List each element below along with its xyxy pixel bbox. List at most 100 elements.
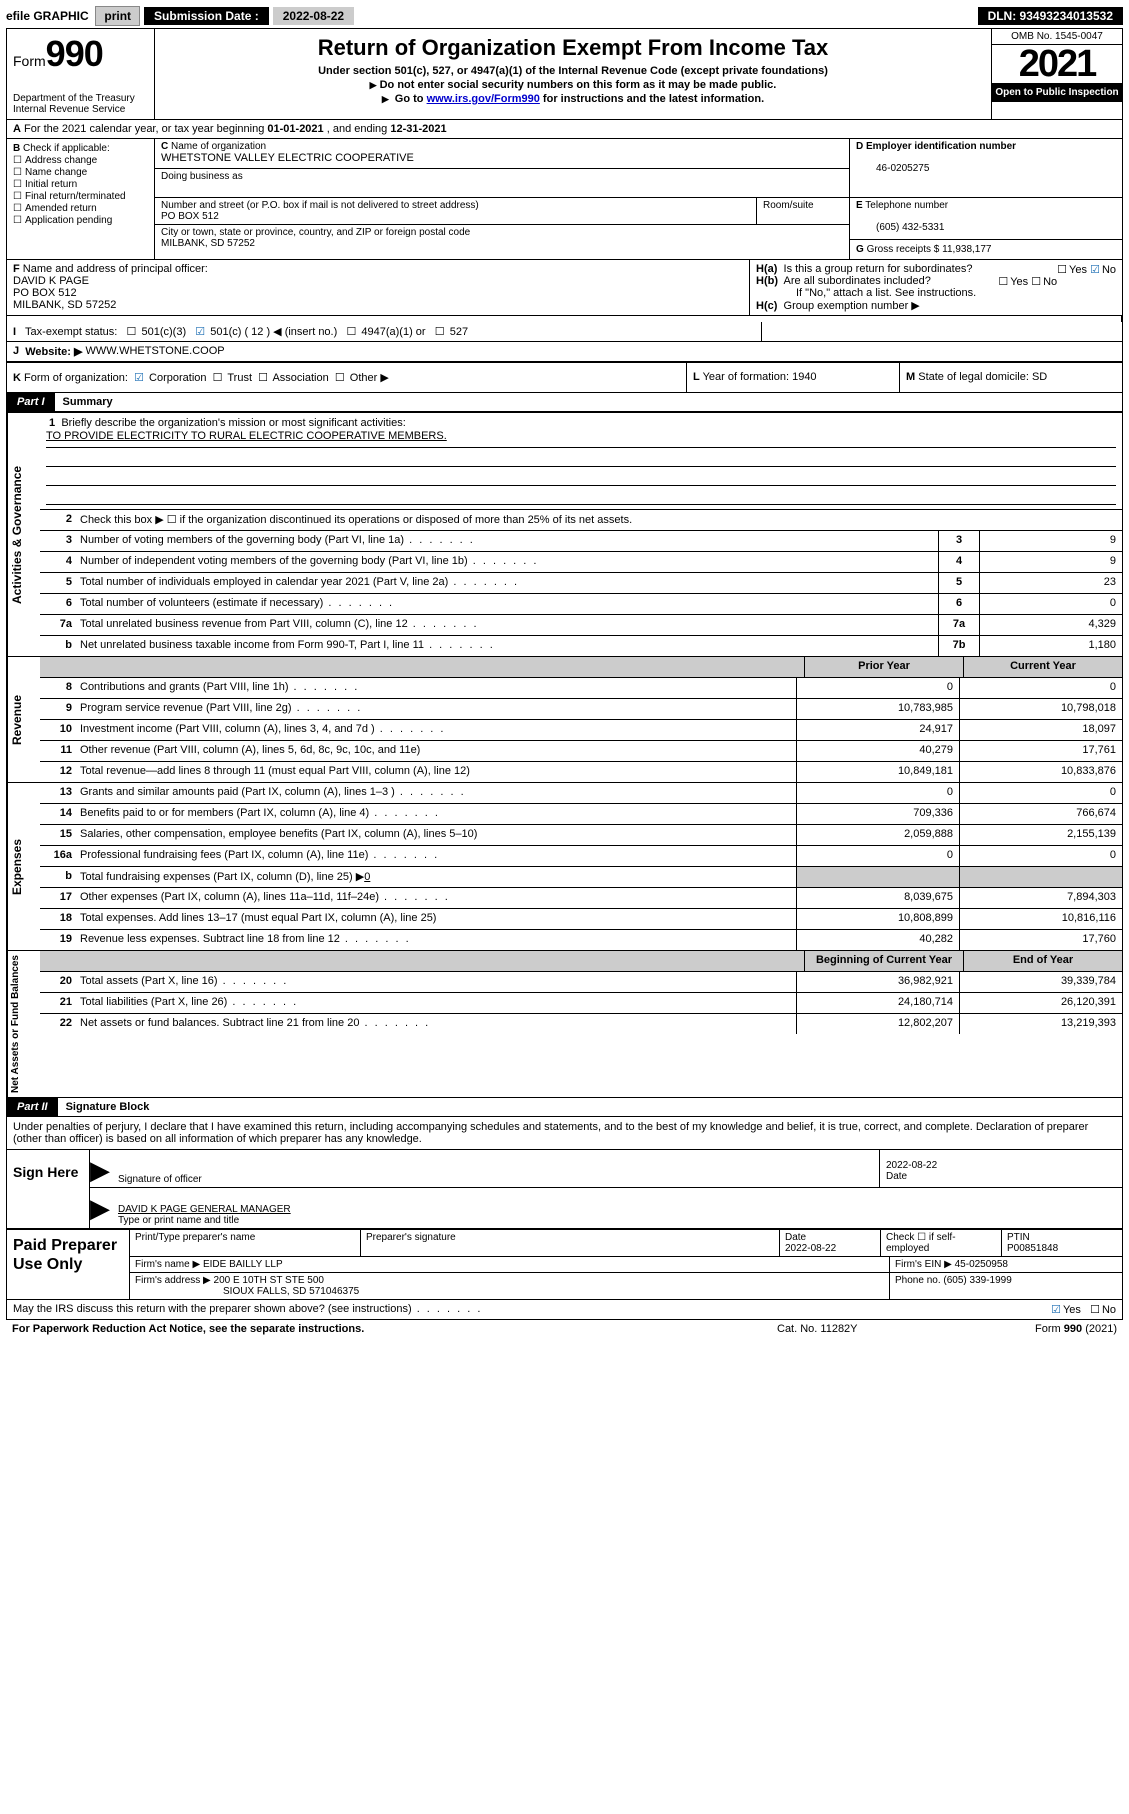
c14: 766,674 — [959, 804, 1122, 824]
street-value: PO BOX 512 — [161, 211, 219, 222]
line-12: Total revenue—add lines 8 through 11 (mu… — [76, 762, 796, 782]
form-org-label: Form of organization: — [24, 372, 128, 384]
period-end: 12-31-2021 — [390, 123, 446, 135]
room-suite: Room/suite — [757, 198, 849, 224]
discuss-yes[interactable] — [1051, 1304, 1063, 1316]
line-19: Revenue less expenses. Subtract line 18 … — [76, 930, 796, 950]
c12: 10,833,876 — [959, 762, 1122, 782]
chk-other[interactable] — [335, 372, 347, 384]
opt-trust: Trust — [227, 372, 252, 384]
section-b: B Check if applicable: Address change Na… — [7, 139, 155, 259]
chk-4947[interactable] — [346, 326, 358, 338]
chk-final-return[interactable]: Final return/terminated — [13, 191, 148, 202]
website-label: Website: ▶ — [25, 345, 82, 358]
chk-initial-return[interactable]: Initial return — [13, 179, 148, 190]
p21: 24,180,714 — [796, 993, 959, 1013]
p22: 12,802,207 — [796, 1014, 959, 1034]
p17: 8,039,675 — [796, 888, 959, 908]
line-7b: Net unrelated business taxable income fr… — [76, 636, 938, 656]
section-d: D Employer identification number 46-0205… — [850, 139, 1122, 197]
form-word: Form — [13, 53, 46, 69]
officer-city: MILBANK, SD 57252 — [13, 299, 116, 311]
phone-label-2: Phone no. — [895, 1275, 941, 1286]
officer-name-field: DAVID K PAGE GENERAL MANAGER Type or pri… — [114, 1188, 1122, 1228]
discuss-no[interactable] — [1090, 1304, 1102, 1316]
line-5: Total number of individuals employed in … — [76, 573, 938, 593]
chk-address-change[interactable]: Address change — [13, 155, 148, 166]
chk-527[interactable] — [435, 326, 447, 338]
val-7b: 1,180 — [979, 636, 1122, 656]
c21: 26,120,391 — [959, 993, 1122, 1013]
part-ii-tag: Part II — [7, 1098, 58, 1116]
vtab-revenue: Revenue — [10, 661, 24, 778]
net-assets-section: Net Assets or Fund Balances Beginning of… — [7, 950, 1122, 1097]
chk-name-change[interactable]: Name change — [13, 167, 148, 178]
line-14: Benefits paid to or for members (Part IX… — [76, 804, 796, 824]
subtitle-1: Under section 501(c), 527, or 4947(a)(1)… — [161, 65, 985, 77]
ha-no[interactable] — [1090, 264, 1102, 276]
line-22: Net assets or fund balances. Subtract li… — [76, 1014, 796, 1034]
firm-addr2: SIOUX FALLS, SD 571046375 — [135, 1286, 359, 1297]
chk-assoc[interactable] — [258, 372, 270, 384]
yes-text2: Yes — [1010, 276, 1028, 288]
prep-sig-hdr: Preparer's signature — [361, 1230, 780, 1256]
line-8: Contributions and grants (Part VIII, lin… — [76, 678, 796, 698]
opt-other: Other ▶ — [350, 372, 389, 384]
line-10: Investment income (Part VIII, column (A)… — [76, 720, 796, 740]
chk-amended-return[interactable]: Amended return — [13, 203, 148, 214]
line-16a: Professional fundraising fees (Part IX, … — [76, 846, 796, 866]
chk-501c[interactable] — [195, 326, 207, 338]
hb-yes[interactable] — [998, 276, 1010, 288]
c16b-grey — [959, 867, 1122, 887]
discuss-row: May the IRS discuss this return with the… — [7, 1299, 1122, 1319]
firm-name-row: Firm's name ▶ EIDE BAILLY LLP — [130, 1257, 890, 1272]
vtab-activities: Activities & Governance — [10, 417, 24, 652]
year-formation: 1940 — [792, 371, 816, 383]
prep-selfemp[interactable]: Check ☐ if self-employed — [881, 1230, 1002, 1256]
c13: 0 — [959, 783, 1122, 803]
yes-text: Yes — [1069, 264, 1087, 276]
p16b-grey — [796, 867, 959, 887]
firm-addr1: 200 E 10TH ST STE 500 — [214, 1275, 324, 1286]
tax-year: 2021 — [992, 45, 1122, 83]
officer-street: PO BOX 512 — [13, 287, 77, 299]
section-e-g: E Telephone number (605) 432-5331 G Gros… — [850, 198, 1122, 259]
chk-corp[interactable] — [134, 372, 146, 384]
firm-addr-label: Firm's address ▶ — [135, 1275, 211, 1286]
c15: 2,155,139 — [959, 825, 1122, 845]
chk-application-pending[interactable]: Application pending — [13, 215, 148, 226]
c8: 0 — [959, 678, 1122, 698]
officer-signature-field[interactable]: Signature of officer — [114, 1150, 879, 1187]
chk-trust[interactable] — [213, 372, 225, 384]
line-13: Grants and similar amounts paid (Part IX… — [76, 783, 796, 803]
line-18: Total expenses. Add lines 13–17 (must eq… — [76, 909, 796, 929]
submission-date-value: 2022-08-22 — [273, 7, 354, 25]
c16a: 0 — [959, 846, 1122, 866]
chk-501c3[interactable] — [127, 326, 139, 338]
state-domicile-label: State of legal domicile: — [918, 371, 1029, 383]
ha-yes[interactable] — [1057, 264, 1069, 276]
tax-exempt-label: Tax-exempt status: — [25, 326, 117, 338]
sig-date-field: 2022-08-22 Date — [879, 1150, 1122, 1187]
print-button[interactable]: print — [95, 6, 140, 26]
form-header: Form990 Department of the Treasury Inter… — [7, 29, 1122, 120]
c10: 18,097 — [959, 720, 1122, 740]
irs-link[interactable]: www.irs.gov/Form990 — [427, 93, 540, 105]
dba-label: Doing business as — [161, 171, 243, 182]
h-c: H(c) Group exemption number ▶ — [756, 299, 1116, 312]
p12: 10,849,181 — [796, 762, 959, 782]
firm-phone: (605) 339-1999 — [943, 1275, 1011, 1286]
sign-here-label: Sign Here — [7, 1150, 90, 1228]
hb-no[interactable] — [1031, 276, 1043, 288]
prep-date: Date2022-08-22 — [780, 1230, 881, 1256]
dln-label: DLN: 93493234013532 — [978, 7, 1123, 25]
street-cell: Number and street (or P.O. box if mail i… — [155, 198, 757, 224]
line-21: Total liabilities (Part X, line 26) — [76, 993, 796, 1013]
c22: 13,219,393 — [959, 1014, 1122, 1034]
line-7a: Total unrelated business revenue from Pa… — [76, 615, 938, 635]
l16b-pre: Total fundraising expenses (Part IX, col… — [80, 871, 364, 883]
prep-date-val: 2022-08-22 — [785, 1243, 836, 1254]
subtitle-3: Go to www.irs.gov/Form990 for instructio… — [161, 93, 985, 105]
line-2: Check this box ▶ ☐ if the organization d… — [76, 510, 1122, 530]
check-if-label: Check if applicable: — [23, 143, 110, 154]
